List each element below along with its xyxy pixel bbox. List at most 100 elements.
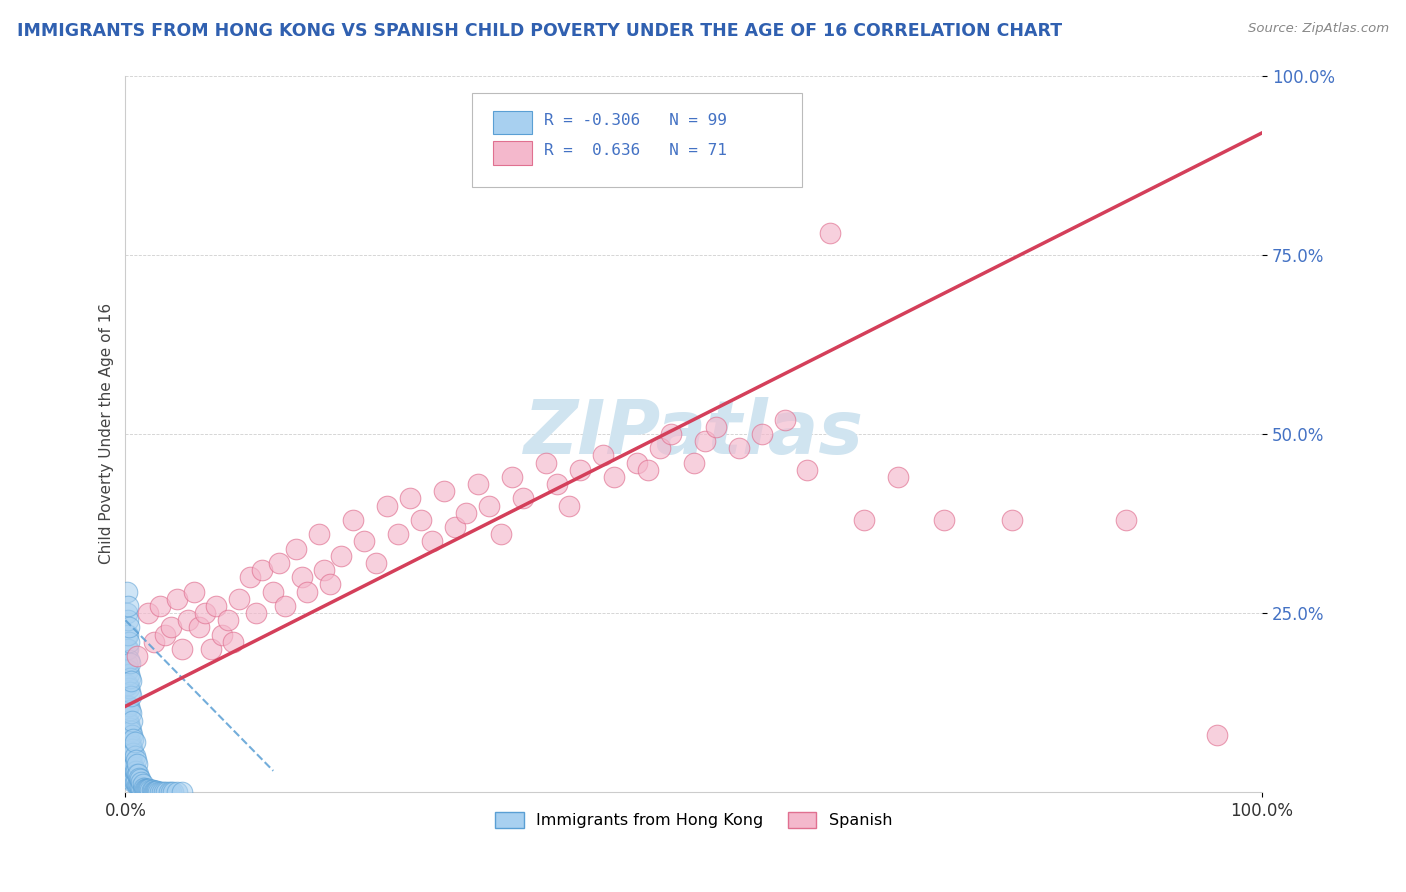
Point (143, 784, 166, 798)
Point (115, 657, 138, 671)
Point (932, 513, 955, 527)
Point (118, 620, 141, 634)
Point (153, 784, 176, 798)
Point (501, 470, 523, 484)
Point (134, 781, 156, 796)
Point (398, 491, 420, 506)
Point (245, 606, 267, 620)
Point (121, 771, 143, 785)
Point (1115, 513, 1137, 527)
Point (308, 527, 330, 541)
Point (120, 674, 142, 689)
Point (125, 756, 148, 771)
Point (118, 671, 141, 685)
Point (118, 681, 141, 696)
Point (115, 642, 138, 657)
Point (569, 463, 592, 477)
Point (796, 463, 818, 477)
Point (142, 783, 165, 797)
Point (115, 606, 138, 620)
Point (121, 756, 143, 771)
Point (250, 563, 273, 577)
Point (155, 784, 177, 798)
Point (157, 784, 180, 798)
Point (120, 739, 142, 753)
Point (118, 749, 141, 764)
Point (682, 456, 704, 470)
Point (118, 703, 141, 717)
Point (342, 513, 364, 527)
Text: IMMIGRANTS FROM HONG KONG VS SPANISH CHILD POVERTY UNDER THE AGE OF 16 CORRELATI: IMMIGRANTS FROM HONG KONG VS SPANISH CHI… (17, 22, 1062, 40)
Point (319, 577, 342, 591)
Point (166, 591, 188, 606)
Point (125, 774, 148, 789)
Point (142, 634, 165, 648)
Point (444, 520, 467, 534)
Point (136, 781, 159, 796)
Point (273, 599, 295, 613)
Point (364, 556, 387, 570)
Point (121, 742, 143, 756)
Point (751, 426, 773, 441)
Point (118, 764, 141, 778)
Point (118, 717, 141, 731)
Text: Source: ZipAtlas.com: Source: ZipAtlas.com (1249, 22, 1389, 36)
Point (118, 685, 141, 699)
Point (138, 782, 160, 797)
Point (489, 527, 512, 541)
Point (118, 699, 141, 714)
Point (136, 782, 159, 797)
Point (125, 767, 148, 781)
Text: ZIPatlas: ZIPatlas (524, 398, 863, 470)
Point (420, 534, 443, 549)
Point (188, 620, 211, 634)
Point (124, 774, 146, 789)
Point (1205, 728, 1227, 742)
Point (150, 784, 173, 798)
Point (117, 627, 139, 641)
Point (603, 470, 626, 484)
Point (330, 549, 353, 563)
Point (117, 742, 139, 756)
Point (115, 584, 138, 599)
Point (146, 784, 169, 798)
Point (120, 689, 142, 703)
Point (314, 563, 336, 577)
Point (467, 477, 489, 491)
Point (887, 470, 910, 484)
Point (131, 777, 153, 791)
Point (136, 606, 159, 620)
Point (125, 764, 148, 778)
Point (117, 771, 139, 785)
Text: R =  0.636   N = 71: R = 0.636 N = 71 (544, 143, 727, 158)
Point (262, 584, 284, 599)
Point (353, 534, 375, 549)
Point (183, 584, 205, 599)
Point (115, 699, 138, 714)
Point (118, 667, 141, 681)
Point (194, 606, 217, 620)
Point (148, 784, 170, 798)
Point (773, 412, 796, 426)
Point (120, 771, 142, 785)
Point (117, 678, 139, 692)
Point (117, 756, 139, 771)
Point (115, 678, 138, 692)
Point (1001, 513, 1024, 527)
Point (129, 780, 152, 794)
Point (128, 778, 150, 792)
Point (409, 513, 432, 527)
Point (132, 780, 155, 795)
Point (124, 735, 146, 749)
Point (228, 591, 250, 606)
Point (659, 426, 682, 441)
Point (177, 613, 200, 627)
Point (125, 753, 148, 767)
Point (239, 570, 262, 584)
Point (172, 784, 194, 798)
Point (534, 456, 557, 470)
Point (117, 642, 139, 657)
Point (118, 657, 141, 671)
Point (172, 642, 194, 657)
Point (125, 649, 148, 664)
